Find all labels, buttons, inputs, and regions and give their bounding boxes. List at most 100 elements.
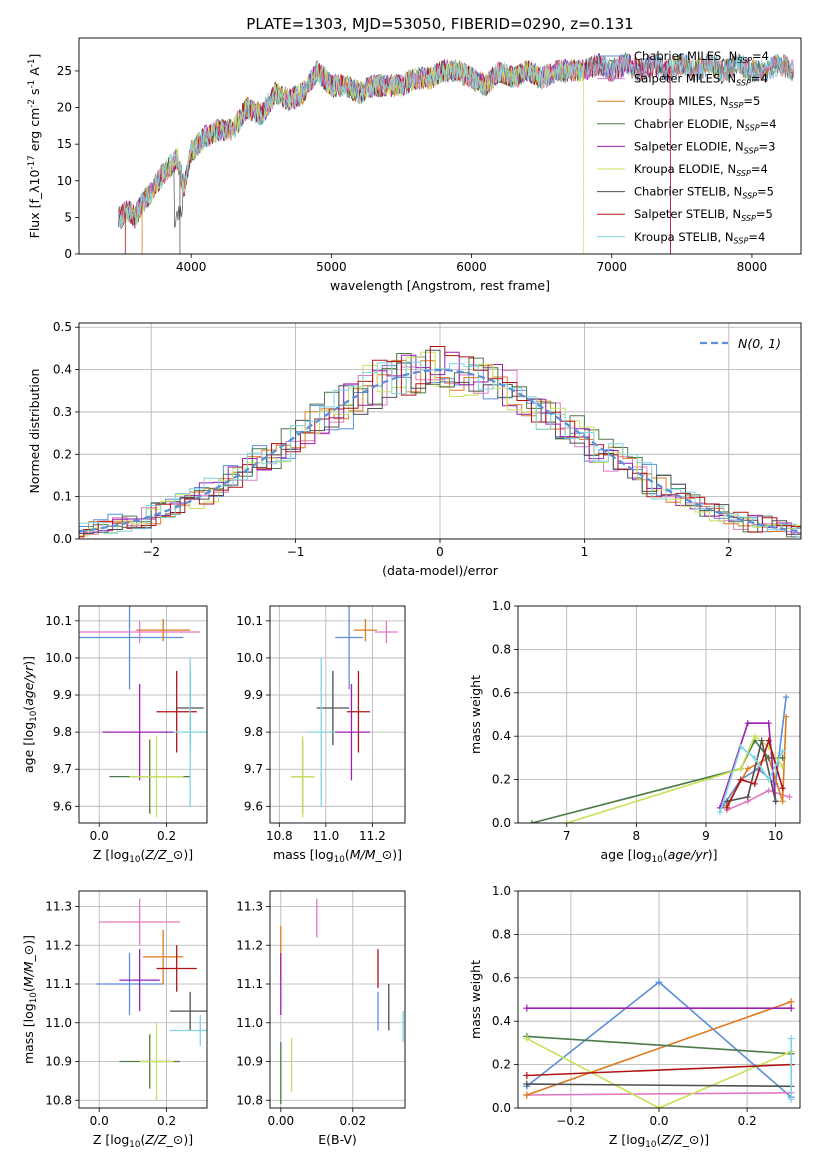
x-axis-label: E(B-V) [318, 1132, 357, 1147]
y-tick-label: 0.4 [492, 1014, 511, 1028]
y-tick-label: 0.1 [53, 490, 72, 504]
massweight-age-marker [716, 809, 723, 816]
massweight-age-marker [779, 798, 786, 805]
x-tick-label: 9 [702, 829, 710, 843]
massweight-age-marker [563, 820, 570, 823]
legend-entry-0: Chabrier MILES, NSSP=4 [634, 49, 769, 65]
y-tick-label: 5 [64, 210, 72, 224]
spectrum-line-1 [117, 52, 795, 229]
x-tick-label: −0.2 [556, 1114, 585, 1128]
plot-area-mass_vs_Z [79, 891, 207, 1108]
plot-area-massweight_vs_age [518, 606, 800, 823]
spectrum-line-5 [117, 59, 585, 254]
y-tick-label: 11.1 [236, 977, 263, 991]
x-axis-label: age [log10(age/yr)] [600, 847, 717, 865]
histogram-step-4 [79, 351, 801, 538]
y-tick-label: 11.2 [236, 938, 263, 952]
massweight-age-marker [765, 737, 772, 744]
legend-entry-7: Salpeter STELIB, NSSP=5 [634, 207, 773, 223]
massweight-age-marker [779, 754, 786, 761]
y-tick-label: 11.0 [45, 1016, 72, 1030]
x-tick-label: 10 [768, 829, 783, 843]
massweight-Z-line-7 [526, 1063, 792, 1077]
massweight-age-marker [786, 793, 793, 800]
x-tick-label: 2 [725, 545, 733, 559]
x-tick-label: 5000 [316, 260, 347, 274]
x-tick-label: 8000 [737, 260, 768, 274]
massweight-Z-marker [655, 1104, 663, 1108]
y-axis-label: Normed distribution [27, 369, 42, 494]
x-tick-label: 0.2 [157, 829, 176, 843]
axes-massweight_vs_Z: −0.2 0.0 0.2 0.0 0.2 0.4 0.6 0.8 1.0 Z [log10(Z/Z… [468, 884, 801, 1150]
massweight-Z-marker [523, 1080, 531, 1088]
massweight-age-marker [528, 820, 535, 823]
massweight-Z-line-3 [526, 1035, 792, 1055]
massweight-age-marker [751, 780, 758, 787]
plot-area-massweight_vs_Z [518, 891, 800, 1108]
y-tick-label: 1.0 [492, 884, 511, 898]
massweight-age-marker [751, 754, 758, 761]
x-tick-label: 0.00 [267, 1114, 294, 1128]
legend-entry-5: Kroupa ELODIE, NSSP=4 [634, 162, 768, 178]
massweight-age-marker [765, 754, 772, 761]
x-tick-label: 0.0 [90, 1114, 109, 1128]
massweight-age-marker [783, 713, 790, 720]
x-tick-label: 0.0 [649, 1114, 668, 1128]
massweight-age-marker [744, 793, 751, 800]
plot-area-mass_vs_ebv [270, 891, 405, 1108]
y-tick-label: 0.2 [492, 773, 511, 787]
y-tick-label: 10.1 [45, 614, 72, 628]
axes-frame [517, 890, 801, 1109]
massweight-age-marker [737, 765, 744, 772]
massweight-Z-line-6 [526, 1083, 792, 1088]
y-tick-label: 0.0 [53, 532, 72, 546]
x-axis-label: (data-model)/error [382, 563, 499, 578]
axes-spectrum: 4000 5000 6000 7000 8000 0 5 10 15 20 25 wavelength… [27, 37, 802, 293]
axes-frame [269, 890, 406, 1109]
y-tick-label: 0.0 [492, 1101, 511, 1115]
axes-frame [78, 37, 802, 255]
axes-age_vs_Z: 0.0 0.2 9.6 9.7 9.8 9.9 10.0 10.1 Z [log10(Z/Z_⊙… [21, 605, 208, 865]
massweight-Z-marker [787, 998, 795, 1006]
y-tick-label: 9.8 [53, 725, 72, 739]
x-tick-label: 1 [581, 545, 589, 559]
y-tick-label: 0.8 [492, 927, 511, 941]
y-tick-label: 11.3 [45, 900, 72, 914]
massweight-age-marker [779, 748, 786, 755]
axes-frame [78, 605, 208, 824]
legend-entry-3: Chabrier ELODIE, NSSP=4 [634, 117, 777, 133]
normal-curve [79, 368, 801, 533]
y-tick-label: 20 [57, 101, 72, 115]
legend-normal-label: N(0, 1) [738, 336, 781, 351]
x-tick-label: 11.0 [313, 829, 340, 843]
massweight-age-marker [723, 804, 730, 811]
massweight-Z-marker [787, 1035, 795, 1043]
y-tick-label: 11.2 [45, 938, 72, 952]
x-axis-label: mass [log10(M/M_⊙)] [273, 847, 402, 865]
y-tick-label: 15 [57, 137, 72, 151]
axes-frame [269, 605, 406, 824]
figure-title: PLATE=1303, MJD=53050, FIBERID=0290, z=0… [246, 15, 633, 33]
massweight-age-line-1 [726, 789, 790, 811]
massweight-Z-marker [787, 1004, 795, 1012]
massweight-age-marker [779, 763, 786, 770]
axes-massweight_vs_age: 7 8 9 10 0.0 0.2 0.4 0.6 0.8 1.0 age [log10(age/yr… [468, 599, 801, 865]
y-tick-label: 9.9 [53, 688, 72, 702]
massweight-age-marker [758, 737, 765, 744]
massweight-Z-line-1 [526, 1092, 792, 1096]
y-tick-label: 9.6 [244, 799, 263, 813]
massweight-age-marker [783, 694, 790, 701]
y-tick-label: 25 [57, 64, 72, 78]
y-tick-label: 11.3 [236, 900, 263, 914]
y-tick-label: 0.4 [492, 729, 511, 743]
legend-entry-8: Kroupa STELIB, NSSP=4 [634, 230, 765, 246]
x-tick-label: 0.2 [738, 1114, 757, 1128]
y-tick-label: 0.2 [53, 447, 72, 461]
spectrum-line-8 [117, 52, 795, 226]
massweight-Z-line-2 [526, 1000, 792, 1096]
y-axis-label: mass weight [468, 675, 483, 754]
massweight-age-marker [744, 765, 751, 772]
x-axis-label: Z [log10(Z/Z_⊙)] [93, 1132, 193, 1150]
histogram-step-7 [79, 346, 801, 538]
plot-area-age_vs_Z [79, 606, 207, 823]
